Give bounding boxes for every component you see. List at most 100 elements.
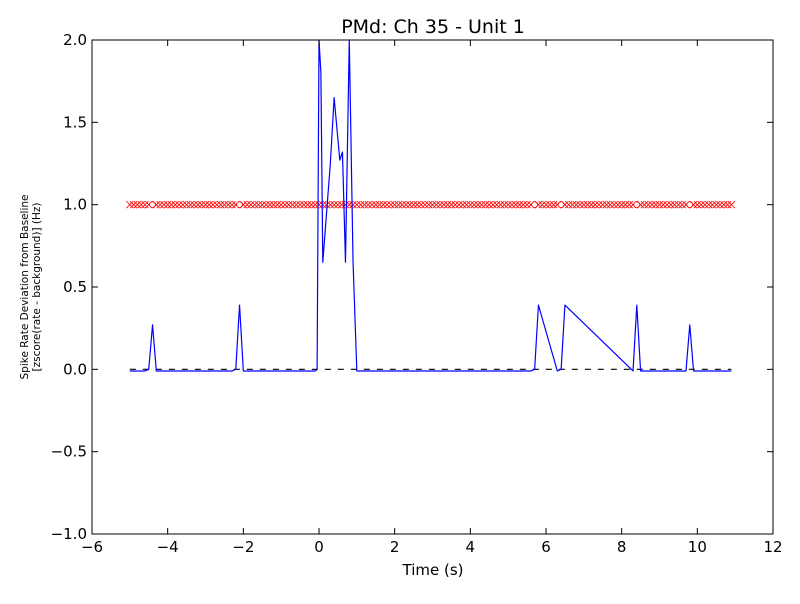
marker-point-x [182,200,191,209]
marker-point-x [375,200,384,209]
marker-point-x [614,200,622,209]
marker-point-x [598,200,607,209]
marker-point-x [697,200,705,209]
marker-point-x [179,200,187,209]
marker-point-x [455,200,463,209]
marker-point-x [591,200,599,209]
marker-point-x [201,200,210,209]
marker-point-x [670,200,679,209]
marker-point-x [341,200,350,209]
marker-point-x [678,200,686,209]
marker-point-x [334,200,342,209]
marker-point-x [625,200,634,209]
marker-point-x [519,200,528,209]
marker-point-x [190,200,198,209]
marker-point-x [284,200,293,209]
marker-point-open [236,201,243,209]
marker-point-x [561,200,569,209]
marker-point-x [727,200,736,209]
marker-point-x [712,200,721,209]
marker-point-x [523,200,531,209]
y-tick-label: 1.5 [63,113,87,131]
marker-point-x [368,200,376,209]
marker-point-x [326,200,335,209]
x-tick-label: −4 [157,538,179,556]
marker-point-x [398,200,407,209]
y-tick-label: 2.0 [63,31,87,49]
marker-point-x [171,200,180,209]
marker-point-x [390,200,399,209]
marker-point-x [667,200,675,209]
marker-point-x [315,200,323,209]
x-tick-label: −6 [81,538,103,556]
marker-point-x [228,200,236,209]
marker-point-x [500,200,509,209]
marker-point-x [602,200,611,209]
marker-point-x [723,200,732,209]
marker-point-x [477,200,486,209]
marker-point-x [606,200,615,209]
marker-point-x [266,200,274,209]
x-tick-label: 10 [688,538,707,556]
marker-point-x [421,200,429,209]
marker-point-open [686,201,694,209]
marker-point-x [152,200,161,209]
x-tick-label: −2 [232,538,254,556]
y-tick-label: 0.5 [63,278,87,296]
marker-point-x [281,200,289,209]
marker-point-x [417,200,425,209]
marker-point-x [447,200,456,209]
x-tick-label: 4 [466,538,476,556]
marker-point-x [648,200,656,209]
marker-point-x [640,200,649,209]
marker-point-open [557,201,565,209]
marker-point-x [485,200,494,209]
marker-point-x [451,200,459,209]
marker-point-x [413,200,422,209]
marker-point-x [568,200,577,209]
marker-point-x [549,200,558,209]
marker-point-x [288,200,297,209]
y-axis: −1.0 −0.5 0.0 0.5 1.0 1.5 2.0 [51,31,773,543]
marker-point-x [663,200,671,209]
marker-point-x [689,200,698,209]
marker-point-x [262,200,270,209]
marker-point-x [175,200,183,209]
marker-point-x [156,200,164,209]
marker-point-x [197,200,206,209]
marker-point-x [546,200,554,209]
marker-point-x [387,200,395,209]
marker-point-x [496,200,505,209]
marker-point-x [489,200,497,209]
marker-point-x [307,200,316,209]
x-tick-label: 6 [541,538,551,556]
marker-point-x [424,200,433,209]
marker-point-x [360,200,369,209]
marker-series [126,200,736,209]
x-tick-label: 0 [314,538,324,556]
marker-point-x [243,200,251,209]
marker-point-x [409,200,418,209]
marker-point-x [474,200,482,209]
marker-point-x [515,200,524,209]
marker-point-x [470,200,478,209]
x-axis: −6 −4 −2 0 2 4 6 8 10 12 [81,40,783,556]
marker-point-x [493,200,501,209]
marker-point-x [708,200,717,209]
marker-point-x [250,200,259,209]
marker-point-x [610,200,618,209]
marker-point-x [247,200,255,209]
marker-point-x [636,200,645,209]
marker-point-x [303,200,312,209]
y-tick-label: 1.0 [63,196,87,214]
marker-point-x [720,200,728,209]
marker-point-x [379,200,388,209]
marker-point-x [511,200,520,209]
marker-point-x [356,200,365,209]
marker-point-x [644,200,652,209]
marker-point-x [273,200,282,209]
marker-point-x [651,200,660,209]
marker-point-x [655,200,664,209]
marker-point-x [481,200,490,209]
marker-point-x [216,200,225,209]
